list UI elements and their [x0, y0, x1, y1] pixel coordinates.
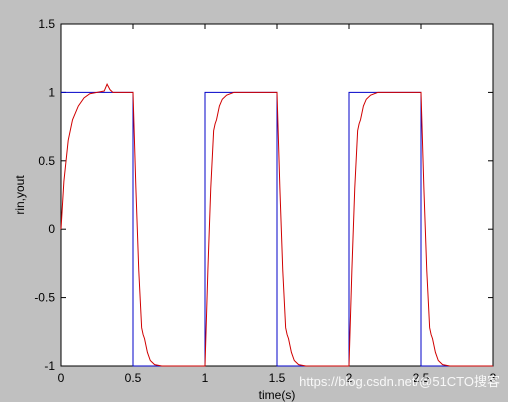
x-tick-label: 0.5 [125, 371, 142, 385]
y-tick-labels: 1.5 1 0.5 0 -0.5 -1 [34, 17, 55, 373]
x-tick-label: 0 [58, 371, 65, 385]
watermark: https://blog.csdn.net/@51CTO搜客 [299, 374, 500, 389]
x-tick-labels: 0 0.5 1 1.5 2 2.5 3 [58, 371, 497, 385]
x-tick-label: 3 [490, 371, 497, 385]
y-tick-label: -0.5 [34, 291, 55, 305]
series-group [60, 83, 493, 367]
series-line-2 [60, 83, 493, 367]
y-tick-label: 0.5 [38, 154, 55, 168]
x-axis-label: time(s) [259, 388, 296, 402]
x-tick-label: 2.5 [413, 371, 430, 385]
y-tick-label: 1.5 [38, 17, 55, 31]
y-tick-label: 0 [48, 222, 55, 236]
series-line-1 [61, 91, 493, 367]
y-tick-label: 1 [48, 85, 55, 99]
x-tick-label: 2 [346, 371, 353, 385]
x-tick-label: 1 [202, 371, 209, 385]
x-tick-label: 1.5 [269, 371, 286, 385]
y-axis-label: rin,yout [13, 175, 27, 215]
y-tick-label: -1 [44, 359, 55, 373]
